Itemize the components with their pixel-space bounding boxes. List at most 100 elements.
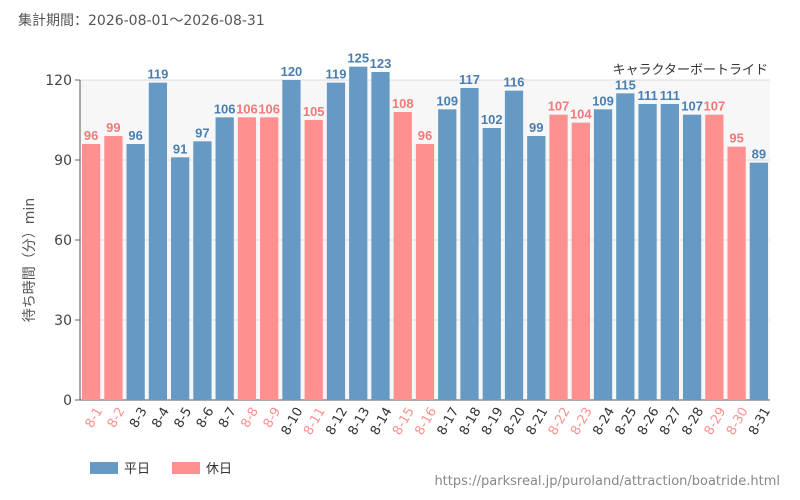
- x-tick-label: 8-25: [613, 405, 641, 438]
- x-tick-label: 8-5: [172, 405, 196, 431]
- x-tick-label: 8-1: [83, 405, 107, 431]
- x-tick-label: 8-27: [657, 405, 685, 438]
- x-tick-label: 8-10: [279, 405, 307, 438]
- data-label: 104: [570, 107, 592, 122]
- x-tick-label: 8-28: [679, 405, 707, 438]
- bar: [148, 82, 168, 401]
- data-label: 107: [704, 99, 726, 114]
- x-tick-label: 8-7: [216, 405, 240, 431]
- bar: [371, 72, 390, 400]
- legend-item-holiday[interactable]: 休日: [172, 458, 232, 477]
- bar: [749, 162, 768, 400]
- bar: [616, 93, 635, 400]
- x-tick-label: 8-29: [702, 405, 730, 438]
- x-tick-label: 8-14: [368, 405, 396, 438]
- bar: [393, 112, 412, 400]
- y-tick-label: 30: [54, 313, 72, 329]
- bar: [638, 104, 657, 400]
- data-label: 96: [84, 128, 98, 143]
- x-tick-label: 8-22: [546, 405, 574, 438]
- bar: [349, 66, 368, 401]
- bar: [326, 82, 346, 401]
- data-label: 125: [347, 51, 369, 66]
- source-url[interactable]: https://parksreal.jp/puroland/attraction…: [434, 474, 780, 489]
- bar: [705, 114, 724, 401]
- data-label: 116: [504, 75, 525, 90]
- legend-label-weekday: 平日: [124, 462, 151, 477]
- bar: [82, 144, 101, 400]
- x-tick-label: 8-11: [301, 405, 329, 438]
- chart-title: キャラクターボートライド: [613, 63, 768, 78]
- bar: [682, 114, 702, 401]
- x-tick-label: 8-12: [323, 405, 351, 438]
- data-label: 96: [128, 128, 142, 143]
- y-tick-label: 90: [54, 153, 72, 169]
- bar: [727, 146, 746, 400]
- y-tick-label: 120: [45, 73, 72, 89]
- bar: [593, 109, 613, 400]
- data-label: 111: [660, 88, 680, 103]
- x-tick-label: 8-31: [746, 405, 774, 438]
- data-label: 99: [529, 120, 543, 135]
- x-tick-label: 8-6: [194, 405, 218, 431]
- data-label: 108: [392, 96, 414, 111]
- x-tick-label: 8-2: [105, 405, 129, 431]
- y-tick-label: 0: [63, 393, 72, 409]
- data-label: 99: [106, 120, 120, 135]
- x-tick-label: 8-15: [390, 405, 418, 438]
- legend-swatch-weekday: [90, 461, 118, 474]
- x-tick-label: 8-16: [412, 405, 440, 438]
- x-tick-label: 8-18: [457, 405, 485, 438]
- bar: [304, 120, 323, 400]
- bar: [571, 122, 590, 401]
- data-label: 117: [459, 72, 480, 87]
- data-label: 89: [752, 147, 766, 162]
- data-label: 97: [195, 125, 209, 140]
- data-label: 115: [615, 77, 636, 92]
- data-label: 119: [147, 67, 168, 82]
- bar: [237, 117, 257, 400]
- x-tick-label: 8-21: [524, 405, 552, 438]
- data-label: 102: [481, 112, 503, 127]
- bar: [460, 88, 479, 400]
- x-tick-label: 8-8: [238, 405, 262, 431]
- x-tick-label: 8-26: [635, 405, 663, 438]
- bar: [104, 136, 123, 400]
- bar: [415, 144, 435, 400]
- bar: [126, 144, 145, 400]
- bar: [260, 117, 279, 400]
- data-label: 107: [681, 99, 703, 114]
- bar: [282, 80, 301, 400]
- bar: [438, 109, 457, 400]
- bar: [504, 90, 524, 401]
- bar: [660, 104, 679, 400]
- legend: 平日 休日: [90, 458, 232, 477]
- x-tick-label: 8-19: [479, 405, 507, 438]
- data-label: 105: [303, 104, 325, 119]
- legend-swatch-holiday: [172, 461, 201, 474]
- y-tick-label: 60: [54, 233, 72, 249]
- bar: [482, 128, 501, 400]
- data-label: 109: [592, 93, 614, 108]
- bar: [193, 141, 212, 401]
- data-label: 109: [436, 93, 458, 108]
- data-label: 96: [418, 128, 432, 143]
- legend-label-holiday: 休日: [206, 462, 233, 477]
- bar: [549, 114, 568, 401]
- data-label: 91: [173, 141, 187, 156]
- x-tick-label: 8-30: [724, 405, 752, 438]
- x-tick-label: 8-17: [435, 405, 463, 438]
- y-axis-label: 待ち時間（分）min: [22, 198, 38, 322]
- data-label: 120: [281, 64, 303, 79]
- data-label: 111: [637, 88, 657, 103]
- bar: [215, 117, 234, 400]
- x-tick-label: 8-20: [501, 405, 529, 438]
- data-label: 95: [729, 131, 743, 146]
- x-tick-label: 8-13: [346, 405, 374, 438]
- legend-item-weekday[interactable]: 平日: [90, 458, 150, 477]
- data-label: 106: [214, 101, 236, 116]
- data-label: 119: [325, 67, 346, 82]
- x-tick-label: 8-24: [590, 405, 618, 438]
- bar: [527, 136, 546, 400]
